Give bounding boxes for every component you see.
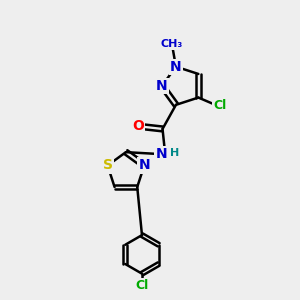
Text: N: N xyxy=(170,60,182,74)
Text: CH₃: CH₃ xyxy=(161,39,183,49)
Text: Cl: Cl xyxy=(135,279,148,292)
Text: Cl: Cl xyxy=(213,99,226,112)
Text: N: N xyxy=(155,147,167,161)
Text: N: N xyxy=(138,158,150,172)
Text: H: H xyxy=(170,148,179,158)
Text: N: N xyxy=(156,79,168,93)
Text: O: O xyxy=(133,119,144,133)
Text: S: S xyxy=(103,158,112,172)
